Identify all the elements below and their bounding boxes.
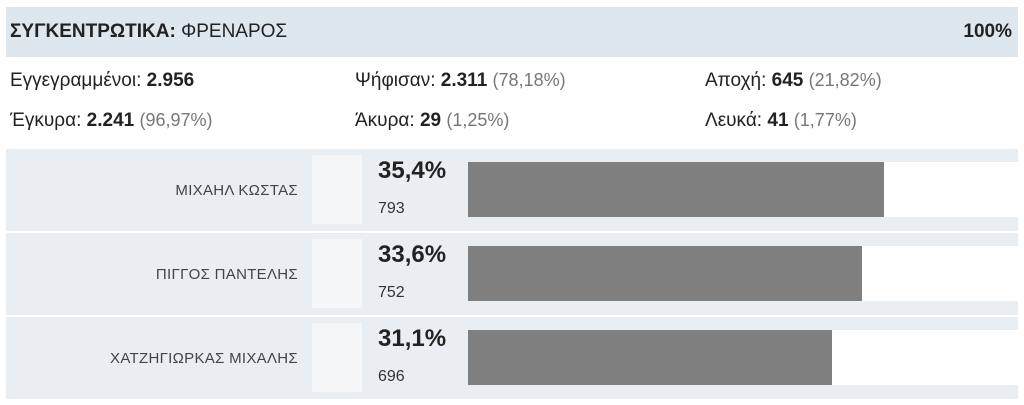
stat-valid-value: 2.241 bbox=[86, 110, 135, 131]
stat-invalid-percent: (1,25%) bbox=[446, 110, 510, 130]
candidate-row: ΧΑΤΖΗΓΙΩΡΚΑΣ ΜΙΧΑΛΗΣ 31,1% 696 bbox=[6, 317, 1018, 401]
candidate-bar bbox=[468, 330, 833, 385]
stat-registered-value: 2.956 bbox=[146, 70, 195, 91]
candidate-votes: 752 bbox=[378, 284, 405, 301]
stat-voted: Ψήφισαν: 2.311 (78,18%) bbox=[355, 70, 566, 92]
candidate-bar-track bbox=[468, 246, 1018, 301]
stat-registered-label: Εγγεγραμμένοι: bbox=[10, 70, 142, 91]
stat-blank-value: 41 bbox=[767, 110, 789, 131]
candidate-row: ΠΙΓΓΟΣ ΠΑΝΤΕΛΗΣ 33,6% 752 bbox=[6, 233, 1018, 317]
stat-blank-label: Λευκά: bbox=[705, 110, 763, 131]
stats-panel: Εγγεγραμμένοι: 2.956 Ψήφισαν: 2.311 (78,… bbox=[10, 70, 1010, 140]
candidate-bar bbox=[468, 162, 884, 217]
candidate-percent: 31,1% bbox=[378, 325, 447, 352]
candidate-bar-track bbox=[468, 162, 1018, 217]
stat-abstention-value: 645 bbox=[771, 70, 804, 91]
stat-invalid: Άκυρα: 29 (1,25%) bbox=[355, 110, 509, 132]
candidate-list: ΜΙΧΑΗΛ ΚΩΣΤΑΣ 35,4% 793 ΠΙΓΓΟΣ ΠΑΝΤΕΛΗΣ … bbox=[6, 149, 1018, 401]
candidate-percent: 33,6% bbox=[378, 241, 447, 268]
header-title-prefix: ΣΥΓΚΕΝΤΡΩΤΙΚΑ: bbox=[10, 21, 176, 42]
candidate-votes: 696 bbox=[378, 368, 405, 385]
stat-voted-label: Ψήφισαν: bbox=[355, 70, 436, 91]
stat-registered: Εγγεγραμμένοι: 2.956 bbox=[10, 70, 194, 92]
header-title-name: ΦΡΕΝΑΡΟΣ bbox=[181, 21, 288, 42]
candidate-photo bbox=[312, 155, 362, 224]
stat-valid-label: Έγκυρα: bbox=[10, 110, 82, 131]
candidate-name: ΠΙΓΓΟΣ ΠΑΝΤΕΛΗΣ bbox=[155, 265, 298, 283]
header-counted-percent: 100% bbox=[963, 21, 1012, 42]
stat-voted-value: 2.311 bbox=[440, 70, 488, 91]
candidate-name: ΜΙΧΑΗΛ ΚΩΣΤΑΣ bbox=[175, 181, 298, 199]
candidate-percent: 35,4% bbox=[378, 157, 447, 184]
stat-abstention-percent: (21,82%) bbox=[808, 70, 882, 90]
header-title: ΣΥΓΚΕΝΤΡΩΤΙΚΑ: ΦΡΕΝΑΡΟΣ bbox=[10, 21, 287, 43]
stat-valid: Έγκυρα: 2.241 (96,97%) bbox=[10, 110, 213, 132]
candidate-name: ΧΑΤΖΗΓΙΩΡΚΑΣ ΜΙΧΑΛΗΣ bbox=[110, 349, 298, 367]
stat-blank: Λευκά: 41 (1,77%) bbox=[705, 110, 857, 132]
stat-voted-percent: (78,18%) bbox=[492, 70, 566, 90]
stat-invalid-label: Άκυρα: bbox=[355, 110, 415, 131]
stat-valid-percent: (96,97%) bbox=[139, 110, 213, 130]
candidate-photo bbox=[312, 323, 362, 392]
candidate-bar bbox=[468, 246, 862, 301]
candidate-photo bbox=[312, 239, 362, 308]
candidate-bar-track bbox=[468, 330, 1018, 385]
candidate-votes: 793 bbox=[378, 200, 405, 217]
stat-abstention-label: Αποχή: bbox=[705, 70, 767, 91]
stat-invalid-value: 29 bbox=[419, 110, 442, 131]
results-header: ΣΥΓΚΕΝΤΡΩΤΙΚΑ: ΦΡΕΝΑΡΟΣ 100% bbox=[6, 7, 1018, 57]
stat-abstention: Αποχή: 645 (21,82%) bbox=[705, 70, 882, 92]
stat-blank-percent: (1,77%) bbox=[793, 110, 857, 130]
candidate-row: ΜΙΧΑΗΛ ΚΩΣΤΑΣ 35,4% 793 bbox=[6, 149, 1018, 233]
